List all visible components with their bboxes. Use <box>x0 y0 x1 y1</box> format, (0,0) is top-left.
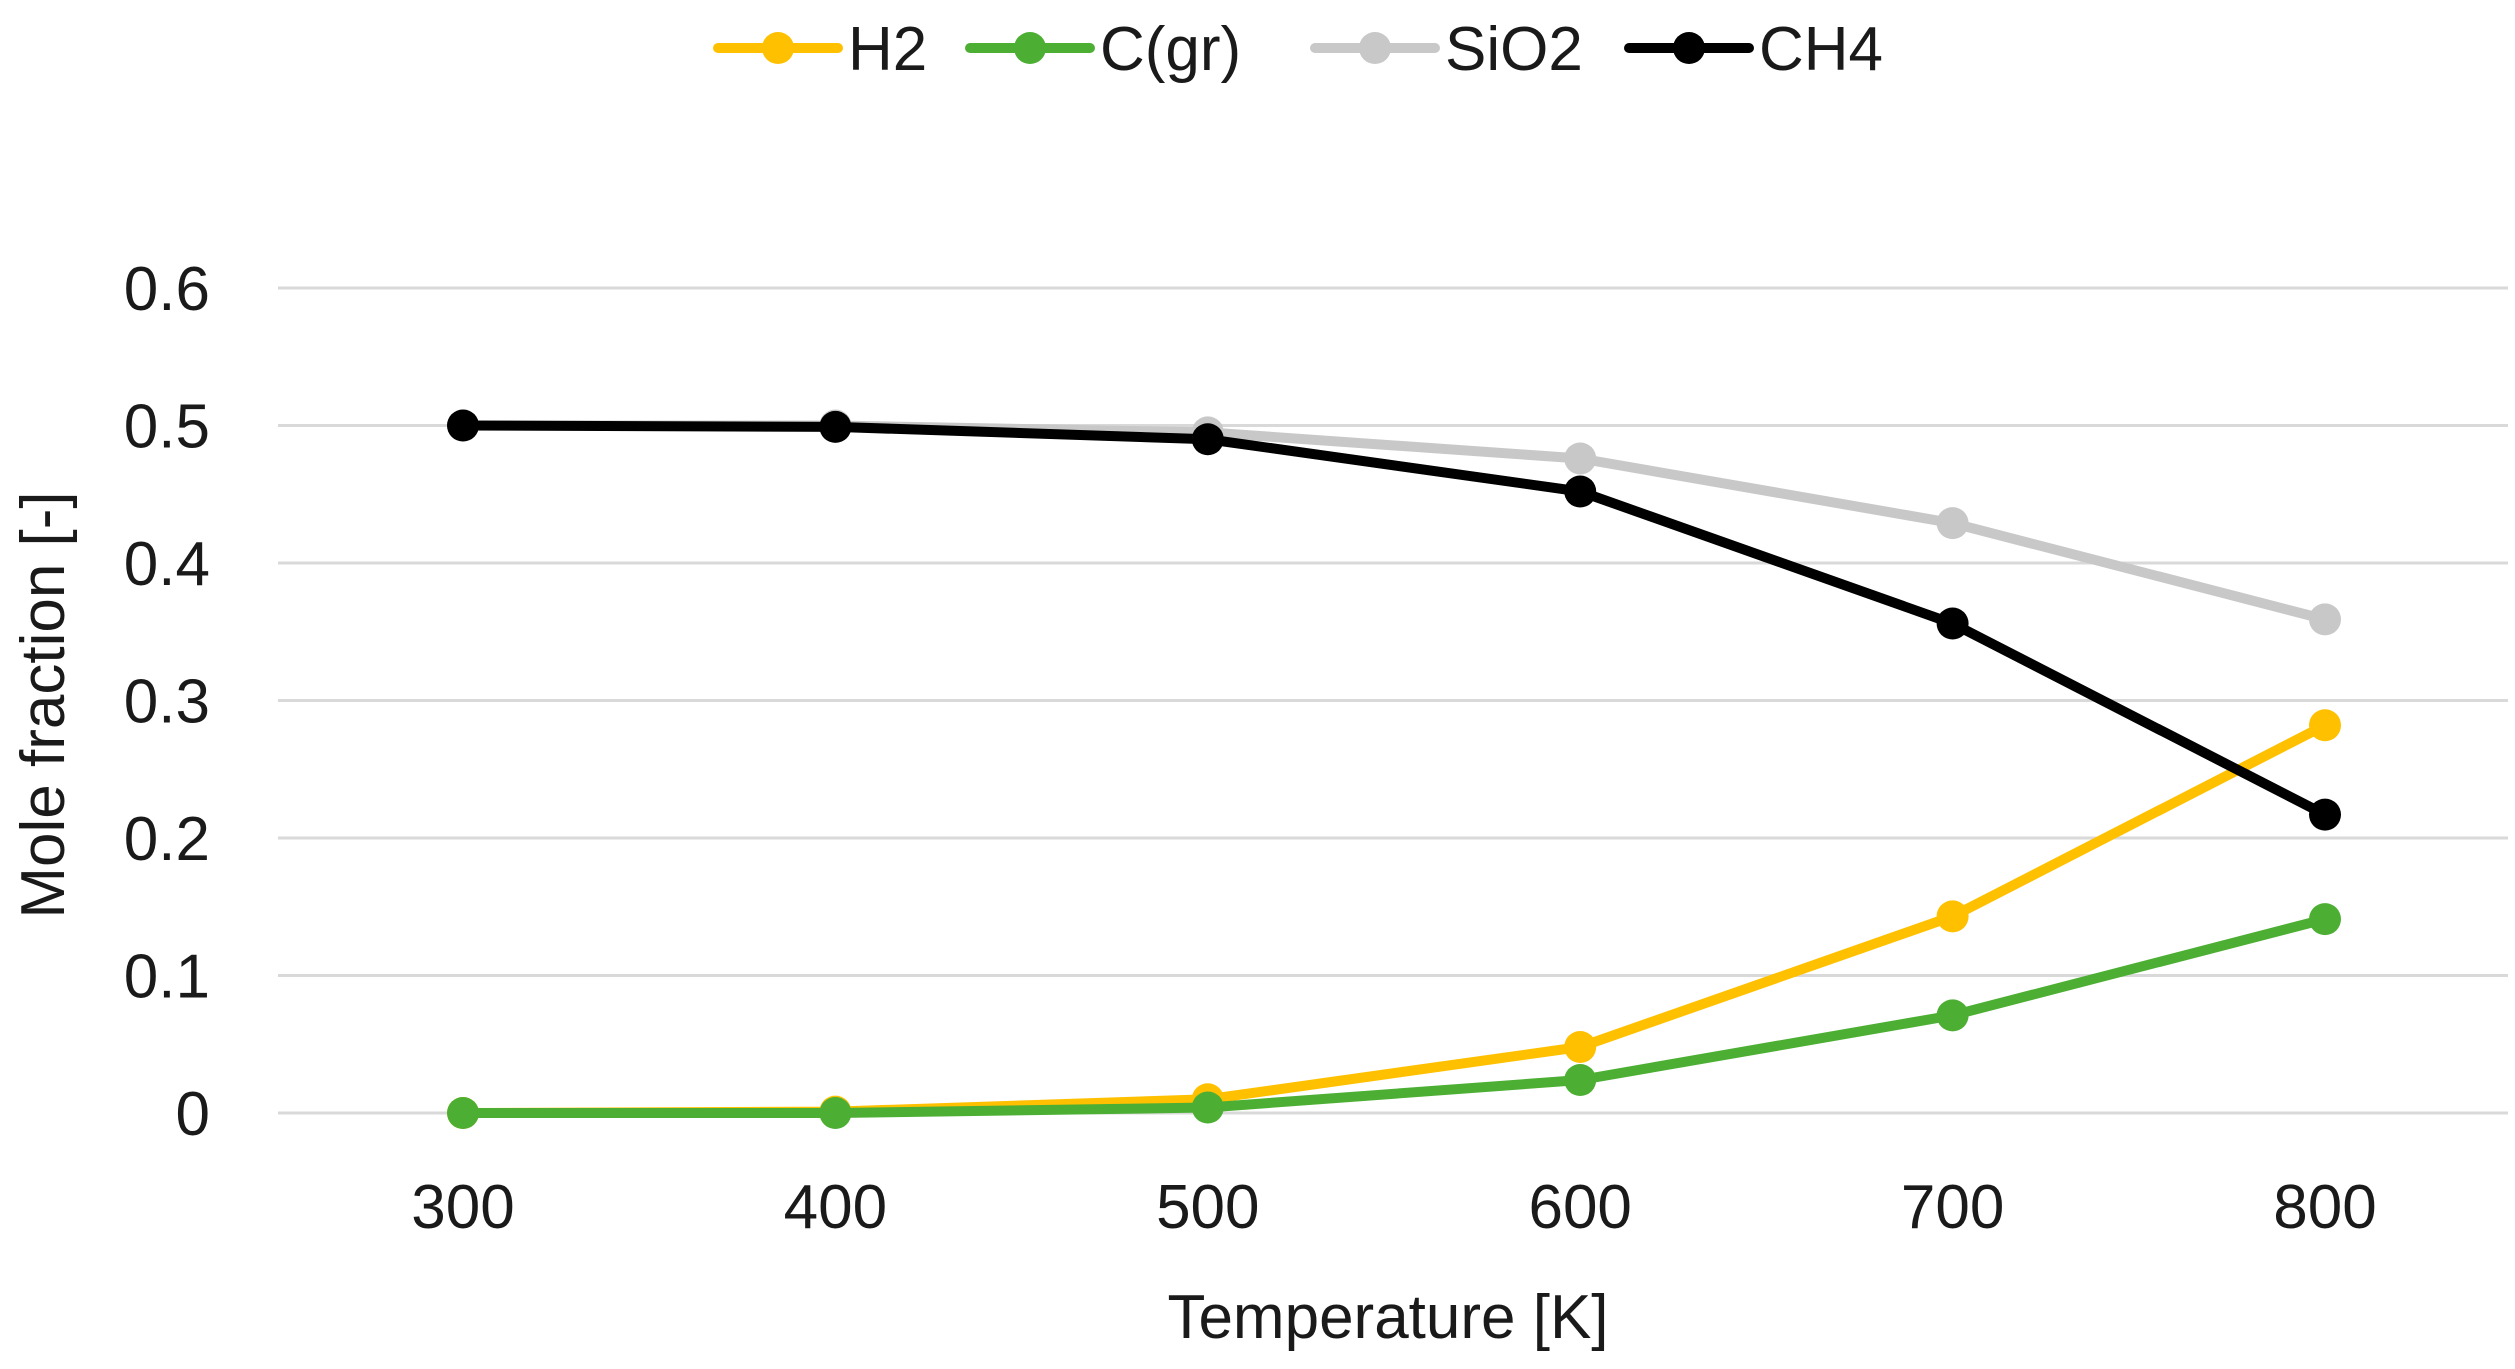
y-tick-label: 0.1 <box>124 943 210 1012</box>
data-point-h2 <box>1936 900 1969 933</box>
data-point-c-gr <box>1936 999 1969 1032</box>
y-tick-label: 0.5 <box>124 393 210 462</box>
data-point-c-gr <box>819 1097 852 1129</box>
legend-label: CH4 <box>1759 15 1883 84</box>
series-c-gr <box>447 903 2341 1129</box>
data-point-ch4 <box>1564 475 1597 508</box>
legend-label: H2 <box>848 15 927 84</box>
data-point-h2 <box>1564 1031 1597 1063</box>
y-tick-label: 0.3 <box>124 668 210 737</box>
series-ch4 <box>447 409 2341 831</box>
series-line-sio2 <box>458 420 2330 625</box>
y-tick-label: 0.2 <box>124 805 210 874</box>
legend-swatch-marker <box>1014 32 1046 64</box>
data-point-c-gr <box>1564 1064 1597 1096</box>
data-point-sio2 <box>1564 442 1597 475</box>
data-point-c-gr <box>1191 1091 1224 1124</box>
legend-swatch-marker <box>1359 32 1391 64</box>
data-point-h2 <box>2309 709 2341 742</box>
data-point-sio2 <box>2309 603 2341 636</box>
x-tick-label: 800 <box>2273 1173 2376 1242</box>
legend-item-c-gr: C(gr) <box>965 15 1241 84</box>
data-point-ch4 <box>1191 423 1224 456</box>
data-point-c-gr <box>447 1097 479 1129</box>
data-point-c-gr <box>2309 903 2341 936</box>
y-tick-label: 0.4 <box>124 530 210 599</box>
gridlines <box>278 286 2508 1115</box>
x-axis-ticks: 300 400 500 600 700 800 <box>411 1173 2376 1242</box>
x-tick-label: 300 <box>411 1173 514 1242</box>
data-point-sio2 <box>1936 507 1969 540</box>
legend-label: C(gr) <box>1100 15 1241 84</box>
legend: H2 C(gr) SiO2 CH4 <box>713 15 1883 84</box>
series-line-ch4 <box>458 420 2330 820</box>
series-line-c-gr <box>458 914 2330 1118</box>
y-axis-title: Mole fraction [-] <box>9 491 78 918</box>
data-point-ch4 <box>819 410 852 443</box>
legend-label: SiO2 <box>1445 15 1583 84</box>
series-line-h2 <box>458 720 2330 1118</box>
legend-item-sio2: SiO2 <box>1310 15 1583 84</box>
x-tick-label: 400 <box>784 1173 887 1242</box>
legend-swatch-marker <box>762 32 794 64</box>
series-h2 <box>447 709 2341 1129</box>
x-axis-title: Temperature [K] <box>1167 1283 1608 1352</box>
x-tick-label: 500 <box>1156 1173 1259 1242</box>
y-tick-label: 0 <box>176 1080 210 1149</box>
legend-item-ch4: CH4 <box>1624 15 1883 84</box>
data-point-ch4 <box>2309 798 2341 831</box>
x-tick-label: 700 <box>1901 1173 2004 1242</box>
y-tick-label: 0.6 <box>124 255 210 324</box>
series-group <box>447 409 2341 1129</box>
data-point-ch4 <box>447 409 479 442</box>
legend-swatch-marker <box>1673 32 1705 64</box>
y-axis-ticks: 0 0.1 0.2 0.3 0.4 0.5 0.6 <box>124 255 210 1149</box>
x-tick-label: 600 <box>1528 1173 1631 1242</box>
series-sio2 <box>447 409 2341 636</box>
data-point-ch4 <box>1936 607 1969 640</box>
legend-item-h2: H2 <box>713 15 927 84</box>
